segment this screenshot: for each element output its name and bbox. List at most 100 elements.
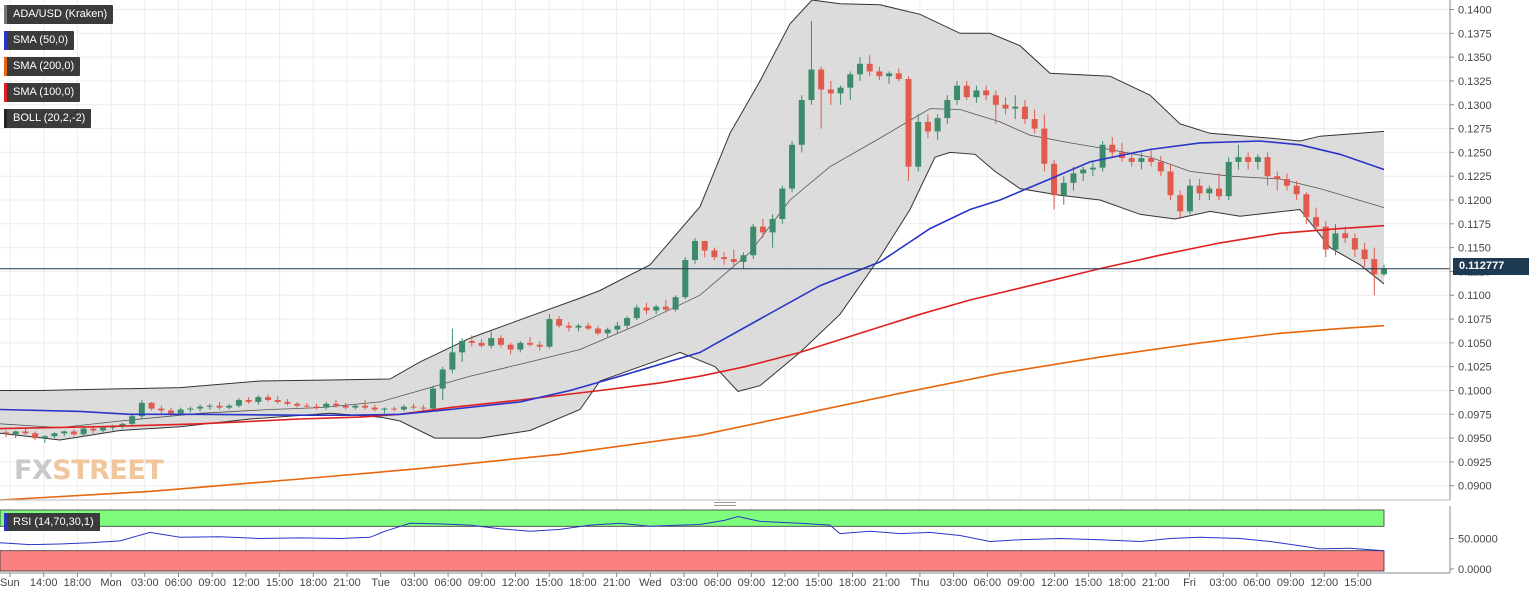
x-tick-label: 21:00 xyxy=(603,577,631,589)
candle-body xyxy=(1274,176,1281,180)
candle-body xyxy=(1080,169,1087,174)
y-tick-label: 0.1200 xyxy=(1458,195,1492,207)
candle-body xyxy=(1070,173,1077,183)
candle-body xyxy=(1322,226,1329,250)
x-tick-label: 03:00 xyxy=(131,577,159,589)
pane-resize-handle[interactable] xyxy=(714,502,736,508)
rsi-overbought-zone xyxy=(0,509,1385,527)
candle-body xyxy=(245,400,252,402)
candle-body xyxy=(148,402,155,409)
candle-body xyxy=(1167,171,1174,196)
candle-body xyxy=(1264,157,1271,177)
legend-label: SMA (50,0) xyxy=(13,34,69,46)
candle-body xyxy=(682,260,689,298)
candle-body xyxy=(527,342,534,345)
x-tick-label: 09:00 xyxy=(468,577,496,589)
candle-body xyxy=(886,73,893,77)
candle-body xyxy=(856,63,863,75)
candle-body xyxy=(1109,144,1116,153)
x-tick-label: 12:00 xyxy=(1311,577,1339,589)
x-tick-label: 03:00 xyxy=(940,577,968,589)
candle-body xyxy=(1041,128,1048,164)
legend-item-boll[interactable]: BOLL (20,2,-2) xyxy=(4,109,92,128)
candle-body xyxy=(381,408,388,410)
candle-body xyxy=(837,87,844,94)
candle-body xyxy=(1245,157,1252,162)
candle-body xyxy=(255,397,262,402)
candle-body xyxy=(51,433,58,437)
candle-body xyxy=(61,431,68,434)
legend-label: BOLL (20,2,-2) xyxy=(13,112,86,124)
x-tick-label: 15:00 xyxy=(1075,577,1103,589)
rsi-oversold-zone xyxy=(0,550,1385,572)
sma-200-line xyxy=(0,324,1385,501)
rsi-tick-label: 50.0000 xyxy=(1458,534,1498,546)
candle-body xyxy=(604,329,611,334)
x-tick-label: 09:00 xyxy=(738,577,766,589)
candle-body xyxy=(12,431,19,435)
x-tick-label: Mon xyxy=(100,577,121,589)
candle-body xyxy=(313,406,320,408)
candle-body xyxy=(769,219,776,233)
x-tick-label: 15:00 xyxy=(266,577,294,589)
x-tick-label: 03:00 xyxy=(1209,577,1237,589)
candle-body xyxy=(827,89,834,94)
legend-item-sma-200[interactable]: SMA (200,0) xyxy=(4,57,81,76)
candle-body xyxy=(924,121,931,132)
candle-body xyxy=(420,407,427,409)
candle-body xyxy=(70,431,77,435)
candle-body xyxy=(866,63,873,72)
x-tick-label: 15:00 xyxy=(805,577,833,589)
rsi-tick-label: 0.0000 xyxy=(1458,564,1492,576)
candle-body xyxy=(594,328,601,334)
candle-body xyxy=(478,342,485,346)
legend-item-sma-100[interactable]: SMA (100,0) xyxy=(4,83,81,102)
legend-item-sma-50[interactable]: SMA (50,0) xyxy=(4,31,75,50)
candle-body xyxy=(740,255,747,262)
current-price-tag: 0.112777 xyxy=(1453,258,1529,275)
candle-body xyxy=(265,397,272,400)
candle-body xyxy=(1293,185,1300,195)
rsi-legend-label[interactable]: RSI (14,70,30,1) xyxy=(4,513,100,531)
x-tick-label: 12:00 xyxy=(771,577,799,589)
y-tick-label: 0.1050 xyxy=(1458,338,1492,350)
candle-body xyxy=(362,405,369,408)
candle-body xyxy=(1225,161,1232,197)
candle-body xyxy=(439,369,446,389)
legend-label: ADA/USD (Kraken) xyxy=(13,8,108,20)
candle-body xyxy=(585,325,592,329)
candle-body xyxy=(711,250,718,258)
candle-body xyxy=(1089,167,1096,170)
fxstreet-watermark: FXSTREET xyxy=(14,455,164,486)
x-tick-label: 03:00 xyxy=(670,577,698,589)
candle-body xyxy=(730,259,737,262)
x-tick-label: 12:00 xyxy=(1041,577,1069,589)
candle-body xyxy=(963,85,970,98)
candle-body xyxy=(1381,268,1387,275)
candle-body xyxy=(1012,106,1019,109)
candle-body xyxy=(818,69,825,90)
candle-body xyxy=(750,226,757,256)
candle-body xyxy=(1216,188,1223,197)
x-tick-label: 06:00 xyxy=(704,577,732,589)
candle-body xyxy=(352,405,359,408)
x-tick-label: 18:00 xyxy=(300,577,328,589)
candle-body xyxy=(692,240,698,260)
x-tick-label: 21:00 xyxy=(1142,577,1170,589)
candle-body xyxy=(274,400,281,402)
x-tick-label: 18:00 xyxy=(839,577,867,589)
candle-body xyxy=(847,74,854,88)
candle-body xyxy=(497,338,504,345)
candle-body xyxy=(954,85,961,100)
y-tick-label: 0.1025 xyxy=(1458,362,1492,374)
candle-body xyxy=(206,405,213,407)
candle-body xyxy=(905,79,912,167)
legend-item-ada-usd[interactable]: ADA/USD (Kraken) xyxy=(4,5,114,24)
candle-body xyxy=(507,344,514,350)
candle-body xyxy=(1206,188,1213,194)
candle-body xyxy=(187,408,194,410)
bollinger-upper-line xyxy=(0,0,1385,391)
candle-body xyxy=(100,427,107,431)
y-tick-label: 0.1225 xyxy=(1458,171,1492,183)
candle-body xyxy=(323,403,330,408)
